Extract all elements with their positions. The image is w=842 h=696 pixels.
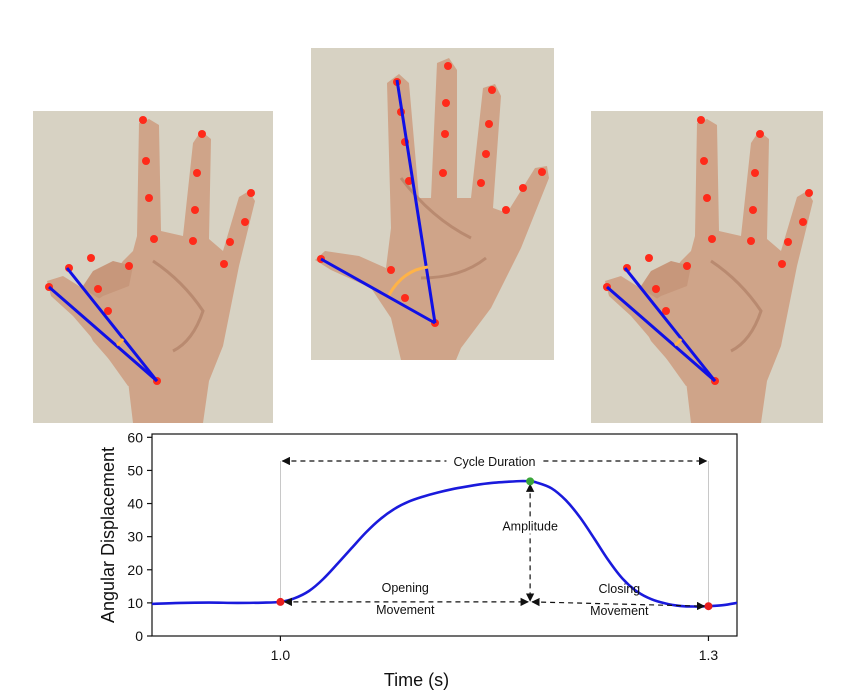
- cycle-duration-label-bg: [446, 452, 543, 469]
- angle-arc: [387, 265, 429, 296]
- closing-movement-label-line2: Movement: [590, 604, 649, 618]
- closing-movement-label-line1: Closing: [598, 582, 640, 596]
- y-tick-label: 60: [127, 429, 143, 445]
- peak-point-marker: [526, 477, 535, 486]
- cycle-duration-label: Cycle Duration: [453, 455, 535, 469]
- hand-photo-closed-left: [33, 111, 273, 423]
- angle-arc: [674, 338, 683, 347]
- y-axis-title: Angular Displacement: [98, 447, 118, 623]
- y-tick-label: 30: [127, 529, 143, 545]
- y-tick-label: 50: [127, 462, 143, 478]
- end-point-marker: [704, 602, 713, 611]
- angle-lines: [320, 79, 437, 325]
- start-point-marker: [276, 597, 285, 606]
- opening-movement-label-line2: Movement: [376, 603, 435, 617]
- amplitude-label-bg: [492, 516, 569, 534]
- keypoints: [317, 62, 546, 327]
- angular-displacement-chart: 0 10 20 30 40 50 60 1.0 1.3 Cycle Duration Ampl…: [98, 429, 738, 690]
- amplitude-label: Amplitude: [502, 520, 558, 534]
- y-tick-label: 20: [127, 562, 143, 578]
- x-tick-label: 1.0: [271, 647, 291, 663]
- series-line: [151, 479, 738, 608]
- keypoints: [45, 116, 255, 385]
- x-axis-ticks: 1.0 1.3: [271, 636, 719, 663]
- keypoints: [603, 116, 813, 385]
- y-tick-label: 10: [127, 595, 143, 611]
- opening-movement-label-line1: Opening: [382, 581, 429, 595]
- x-tick-label: 1.3: [699, 647, 719, 663]
- closing-movement-arrow: [531, 597, 706, 611]
- x-axis-title: Time (s): [384, 670, 449, 690]
- hand-photo-open-center: [311, 48, 554, 360]
- angle-lines: [606, 267, 717, 383]
- y-axis-ticks: 0 10 20 30 40 50 60: [127, 429, 152, 644]
- y-tick-label: 40: [127, 496, 143, 512]
- y-tick-label: 0: [135, 628, 143, 644]
- angle-lines: [48, 267, 159, 383]
- plot-frame: [151, 433, 738, 637]
- angle-arc: [116, 338, 125, 347]
- hand-photo-closed-right: [591, 111, 823, 423]
